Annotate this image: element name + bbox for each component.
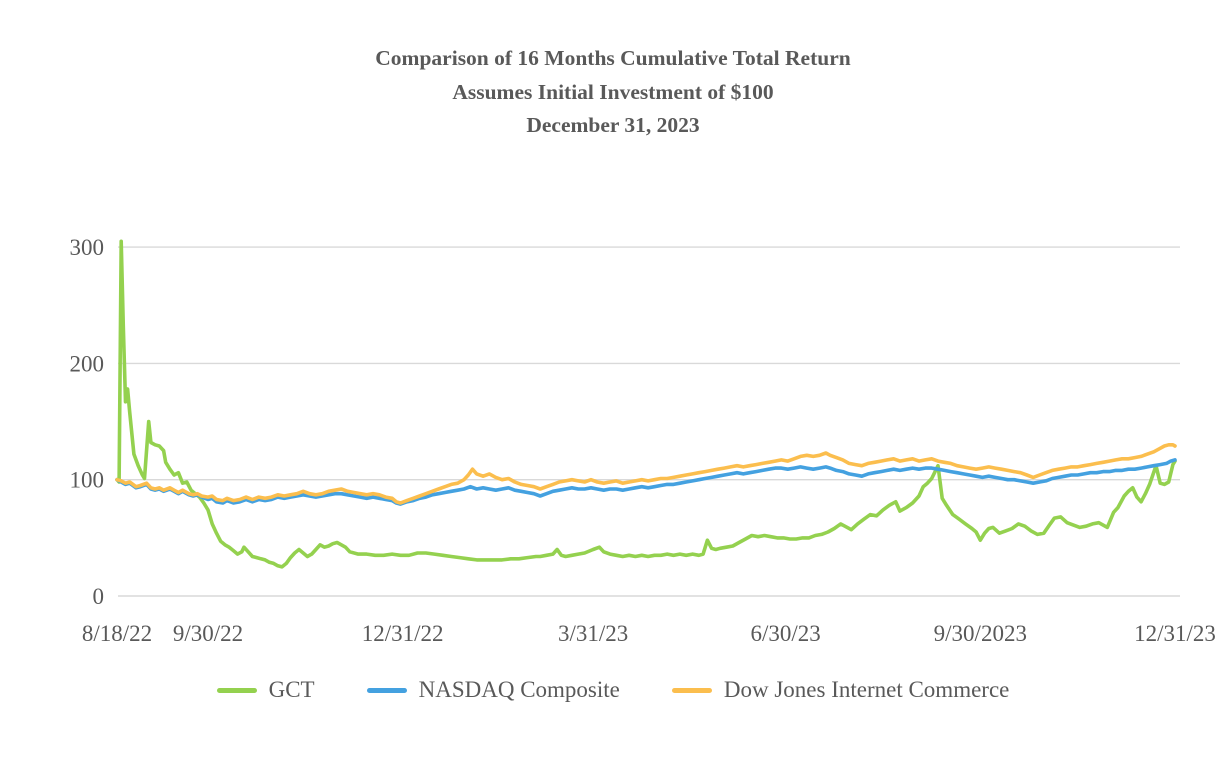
chart-title: Comparison of 16 Months Cumulative Total… [0, 42, 1226, 143]
y-axis-label-200: 200 [70, 351, 105, 376]
legend-item-nasdaq-composite: NASDAQ Composite [366, 677, 620, 703]
series-line-dow-jones-internet-commerce [115, 442, 1177, 505]
legend-label-dow-jones-internet-commerce: Dow Jones Internet Commerce [723, 677, 1010, 702]
x-axis-label-9-30-22: 9/30/22 [173, 621, 243, 646]
chart-title-line-1: Comparison of 16 Months Cumulative Total… [375, 46, 851, 70]
x-axis-label-12-31-22: 12/31/22 [362, 621, 444, 646]
series-line-nasdaq-composite [115, 458, 1177, 506]
legend-swatch-dow-jones-internet-commerce [671, 687, 712, 693]
legend-swatch-nasdaq-composite [366, 687, 407, 693]
x-axis-label-12-31-23: 12/31/23 [1134, 621, 1216, 646]
y-axis-label-100: 100 [70, 468, 105, 493]
chart-title-line-3: December 31, 2023 [526, 113, 700, 137]
x-axis-label-6-30-23: 6/30/23 [751, 621, 821, 646]
legend-label-gct: GCT [268, 677, 315, 702]
legend-item-dow-jones-internet-commerce: Dow Jones Internet Commerce [671, 677, 1010, 703]
x-axis-label-9-30-2023: 9/30/2023 [934, 621, 1027, 646]
chart-title-line-2: Assumes Initial Investment of $100 [452, 79, 774, 104]
legend-label-nasdaq-composite: NASDAQ Composite [418, 677, 620, 702]
chart-legend: GCT NASDAQ Composite Dow Jones Internet Co… [0, 677, 1226, 703]
x-axis-label-3-31-23: 3/31/23 [558, 621, 628, 646]
y-axis-label-300: 300 [70, 235, 105, 260]
legend-item-gct: GCT [216, 677, 315, 703]
y-axis-label-0: 0 [93, 584, 105, 609]
x-axis-label-8-18-22: 8/18/22 [82, 621, 152, 646]
legend-swatch-gct [216, 687, 257, 693]
series-line-gct [115, 239, 1177, 569]
